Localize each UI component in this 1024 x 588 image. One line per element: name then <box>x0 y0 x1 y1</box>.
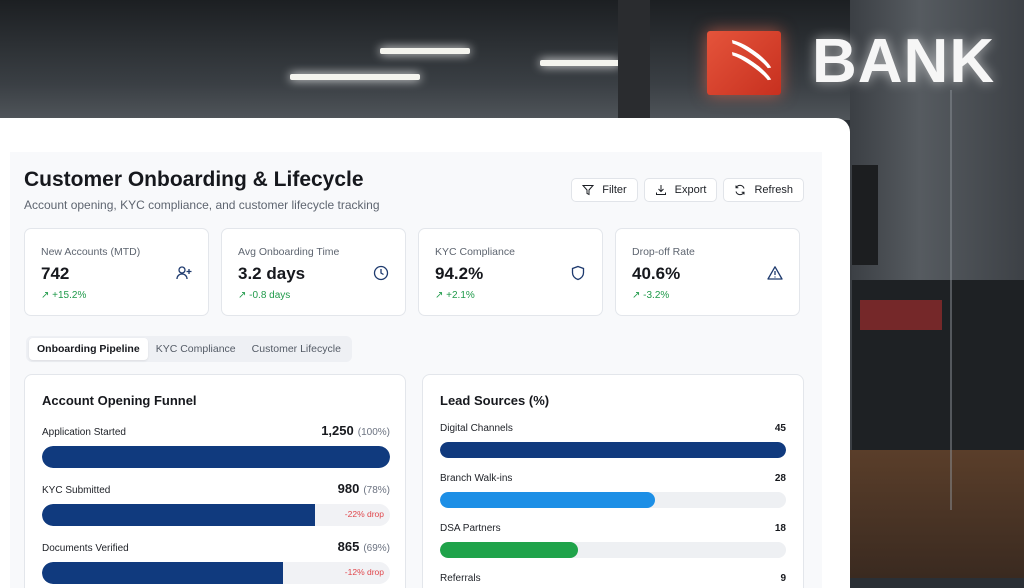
drop-rate: -12% drop <box>344 567 384 577</box>
lead-source-bar <box>440 442 786 458</box>
bank-logo-icon <box>707 31 781 95</box>
lead-source-label: Branch Walk-ins <box>440 473 513 484</box>
funnel-row: KYC Submitted 980 (78%) -22% drop <box>42 481 390 526</box>
kpi-label: KYC Compliance <box>435 246 515 258</box>
wall-panel <box>852 165 878 265</box>
lead-source-value: 18 <box>774 523 786 534</box>
shield-icon <box>571 265 585 281</box>
kpi-kyc-compliance: KYC Compliance 94.2% ↗ +2.1% <box>418 228 603 316</box>
counter-sign <box>860 300 942 330</box>
kpi-label: New Accounts (MTD) <box>41 246 141 258</box>
refresh-button[interactable]: Refresh <box>723 178 804 202</box>
warning-icon <box>767 266 783 280</box>
tab-customer-lifecycle[interactable]: Customer Lifecycle <box>251 343 341 355</box>
funnel-bar-track <box>42 446 390 468</box>
funnel-count: 980 <box>337 481 360 496</box>
kpi-onboarding-time: Avg Onboarding Time 3.2 days ↗ -0.8 days <box>221 228 406 316</box>
lead-source-row: Digital Channels 45 <box>440 423 786 458</box>
lead-sources-card: Lead Sources (%) Digital Channels 45 Bra… <box>422 374 804 588</box>
kpi-value: 94.2% <box>435 264 484 283</box>
download-icon <box>655 185 666 195</box>
floor <box>850 450 1024 578</box>
funnel-bar-track: -12% drop <box>42 562 390 584</box>
ceiling-light <box>380 48 470 54</box>
kpi-cards: New Accounts (MTD) 742 ↗ +15.2% Avg Onbo… <box>24 228 800 316</box>
lead-source-track <box>440 442 786 458</box>
filter-button[interactable]: Filter <box>571 178 638 202</box>
refresh-label: Refresh <box>754 184 793 196</box>
glass-divider <box>950 90 952 510</box>
toolbar: Filter Export Refresh <box>571 178 804 202</box>
dashboard: Customer Onboarding & Lifecycle Account … <box>10 152 822 588</box>
card-title: Account Opening Funnel <box>42 393 197 408</box>
card-title: Lead Sources (%) <box>440 393 550 408</box>
lead-source-label: Referrals <box>440 573 481 584</box>
kpi-delta: ↗ +2.1% <box>435 290 475 301</box>
funnel-row: Documents Verified 865 (69%) -12% drop <box>42 539 390 584</box>
lead-source-row: Referrals 9 <box>440 573 786 588</box>
account-opening-funnel-card: Account Opening Funnel Application Start… <box>24 374 406 588</box>
funnel-bar <box>42 504 315 526</box>
funnel-stage-label: Documents Verified <box>42 543 129 554</box>
kpi-delta: ↗ -3.2% <box>632 290 670 301</box>
dashboard-window: Customer Onboarding & Lifecycle Account … <box>0 118 850 588</box>
view-tabs: Onboarding Pipeline KYC Compliance Custo… <box>26 336 352 362</box>
funnel-percent: (100%) <box>357 427 390 438</box>
page-title: Customer Onboarding & Lifecycle <box>24 168 364 191</box>
pillar <box>618 0 650 120</box>
clock-icon <box>373 265 389 281</box>
export-button[interactable]: Export <box>643 178 718 202</box>
ceiling-light <box>290 74 420 80</box>
lead-source-bar <box>440 492 656 508</box>
kpi-value: 742 <box>41 264 70 283</box>
funnel-bar-track: -22% drop <box>42 504 390 526</box>
lead-source-track <box>440 492 786 508</box>
funnel-stage-label: KYC Submitted <box>42 485 111 496</box>
kpi-new-accounts: New Accounts (MTD) 742 ↗ +15.2% <box>24 228 209 316</box>
lead-source-row: Branch Walk-ins 28 <box>440 473 786 508</box>
lead-source-row: DSA Partners 18 <box>440 523 786 558</box>
funnel-bar <box>42 562 283 584</box>
refresh-icon <box>735 184 745 196</box>
page-header: Customer Onboarding & Lifecycle Account … <box>24 168 380 212</box>
page-subtitle: Account opening, KYC compliance, and cus… <box>24 198 380 212</box>
funnel-percent: (69%) <box>363 543 390 554</box>
kpi-value: 3.2 days <box>238 264 306 283</box>
bank-sign: BANK <box>812 27 996 96</box>
export-label: Export <box>674 184 707 196</box>
kpi-delta: ↗ +15.2% <box>41 290 87 301</box>
kpi-label: Drop-off Rate <box>632 246 695 258</box>
lead-source-value: 28 <box>774 473 786 484</box>
tab-onboarding-pipeline[interactable]: Onboarding Pipeline <box>29 338 148 360</box>
kpi-drop-off-rate: Drop-off Rate 40.6% ↗ -3.2% <box>615 228 800 316</box>
lead-source-bar <box>440 542 579 558</box>
filter-label: Filter <box>602 184 627 196</box>
kpi-value: 40.6% <box>632 264 681 283</box>
lead-source-label: DSA Partners <box>440 523 501 534</box>
lead-source-value: 45 <box>774 423 786 434</box>
filter-icon <box>582 185 595 196</box>
funnel-bar <box>42 446 390 468</box>
kpi-delta: ↗ -0.8 days <box>238 290 291 301</box>
funnel-row: Application Started 1,250 (100%) <box>42 423 390 468</box>
funnel-count: 1,250 <box>321 423 354 438</box>
lead-source-track <box>440 542 786 558</box>
user-plus-icon <box>176 266 192 280</box>
ceiling-light <box>540 60 620 66</box>
drop-rate: -22% drop <box>344 509 384 519</box>
funnel-stage-label: Application Started <box>42 427 126 438</box>
tab-kyc-compliance[interactable]: KYC Compliance <box>155 343 236 355</box>
funnel-count: 865 <box>337 539 360 554</box>
funnel-percent: (78%) <box>363 485 390 496</box>
lead-source-value: 9 <box>780 573 786 584</box>
lead-source-label: Digital Channels <box>440 423 513 434</box>
kpi-label: Avg Onboarding Time <box>238 246 340 258</box>
